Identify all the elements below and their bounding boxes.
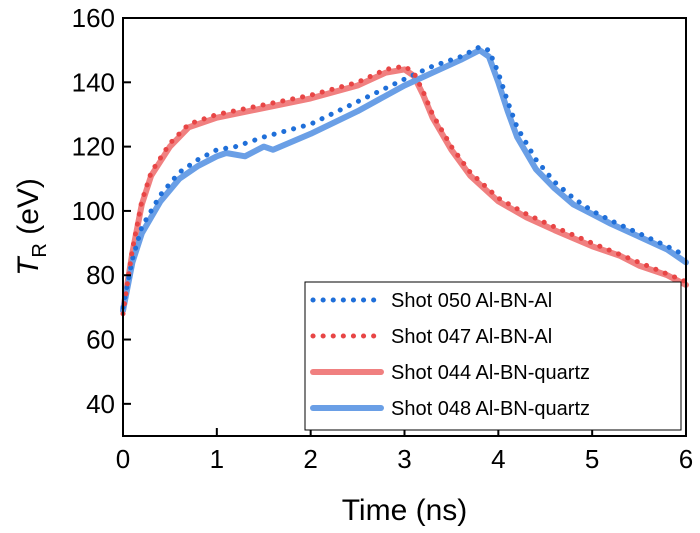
y-tick-label: 160: [72, 3, 115, 33]
legend: Shot 050 Al-BN-Al Shot 047 Al-BN-Al Shot 0…: [304, 281, 682, 431]
series-line-2: [120, 63, 689, 317]
y-tick-label: 80: [86, 260, 115, 290]
y-tick-label: 40: [86, 389, 115, 419]
legend-label-4: Shot 048 Al-BN-quartz: [391, 398, 590, 420]
legend-label-2: Shot 047 Al-BN-Al: [391, 326, 552, 348]
x-tick-label: 0: [116, 444, 130, 474]
x-tick-label: 3: [397, 444, 411, 474]
y-axis-title-unit: (eV): [12, 178, 45, 243]
ticks-layer: 0 1 2 3 4 5 6 40 60 80 100 120 140 160: [72, 3, 694, 474]
x-tick-label: 1: [210, 444, 224, 474]
y-axis-title: TR (eV): [12, 178, 51, 276]
x-tick-label: 4: [491, 444, 505, 474]
series-line-4: [120, 47, 689, 314]
legend-label-3: Shot 044 Al-BN-quartz: [391, 362, 590, 384]
series-line-1: [120, 44, 689, 310]
y-axis-title-sub: R: [29, 243, 51, 257]
y-tick-label: 120: [72, 132, 115, 162]
y-axis-title-main: T: [12, 255, 45, 276]
x-tick-label: 2: [303, 444, 317, 474]
y-tick-label: 100: [72, 196, 115, 226]
y-tick-label: 140: [72, 67, 115, 97]
x-tick-label: 5: [585, 444, 599, 474]
y-tick-label: 60: [86, 325, 115, 355]
legend-label-1: Shot 050 Al-BN-Al: [391, 290, 552, 312]
x-axis-title: Time (ns): [342, 494, 468, 527]
series-layer: [120, 44, 689, 317]
x-tick-label: 6: [679, 444, 693, 474]
series-line-3: [120, 66, 689, 314]
